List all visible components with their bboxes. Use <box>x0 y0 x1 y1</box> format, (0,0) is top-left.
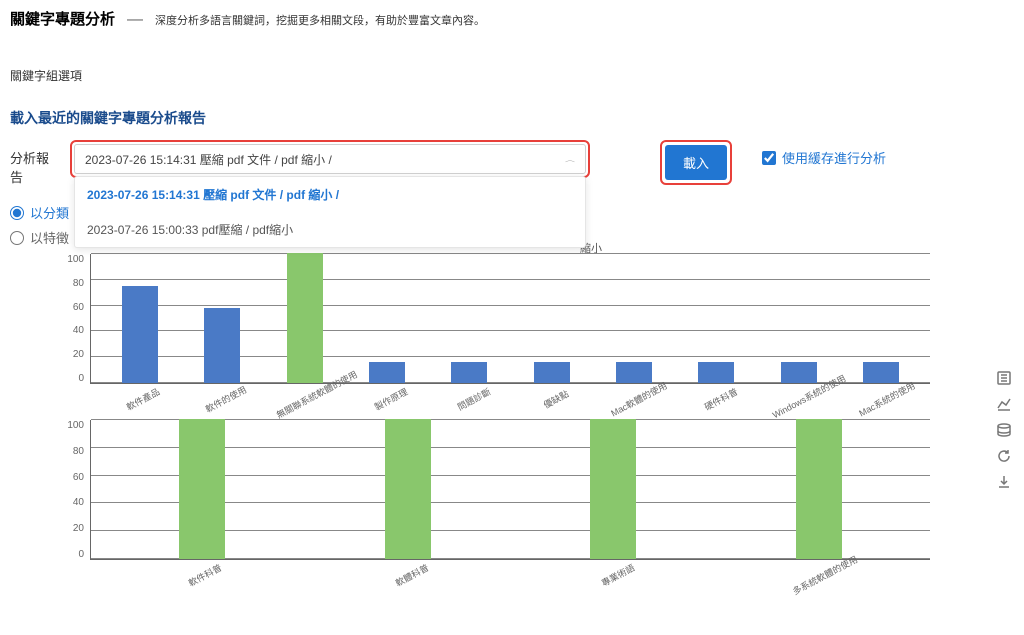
load-button[interactable]: 載入 <box>665 145 727 180</box>
bar <box>179 419 225 559</box>
dropdown-option[interactable]: 2023-07-26 15:14:31 壓縮 pdf 文件 / pdf 縮小 / <box>75 177 585 212</box>
chart1-x-labels: 軟件產品軟件的使用無關聯系統軟體的使用製作原理問題診斷優缺點Mac軟體的使用硬件… <box>60 384 930 418</box>
keyword-group-label: 關鍵字組選項 <box>0 37 1024 92</box>
category-bar-chart: 100 80 60 40 20 0 <box>60 254 930 384</box>
mode-radio-category[interactable] <box>10 206 24 220</box>
y-tick-label: 0 <box>78 373 84 384</box>
radio-label: 以分類 <box>30 203 69 222</box>
bar <box>287 253 323 383</box>
page-subtitle: 深度分析多語言關鍵詞，挖掘更多相關文段，有助於豐富文章內容。 <box>155 12 485 28</box>
mode-radio-feature[interactable] <box>10 231 24 245</box>
dropdown-menu: 2023-07-26 15:14:31 壓縮 pdf 文件 / pdf 縮小 /… <box>74 176 586 248</box>
y-tick-label: 0 <box>78 549 84 560</box>
bar <box>385 419 431 559</box>
report-dropdown[interactable]: 2023-07-26 15:14:31 壓縮 pdf 文件 / pdf 縮小 /… <box>74 144 586 174</box>
chart2-x-labels: 軟件科普軟體科普專業術語多系統軟體的使用 <box>60 560 930 594</box>
y-tick-label: 80 <box>73 278 84 289</box>
load-button-highlight: 載入 <box>660 140 732 185</box>
data-view-icon[interactable] <box>996 370 1012 386</box>
load-report-title: 載入最近的關鍵字專題分析報告 <box>0 92 1024 132</box>
cache-checkbox-wrap: 使用緩存進行分析 <box>762 140 886 167</box>
stack-chart-icon[interactable] <box>996 422 1012 438</box>
y-tick-label: 60 <box>73 472 84 483</box>
y-tick-label: 80 <box>73 446 84 457</box>
dropdown-selected-value: 2023-07-26 15:14:31 壓縮 pdf 文件 / pdf 縮小 / <box>85 151 332 168</box>
bar <box>122 286 158 384</box>
page-header: 關鍵字專題分析 — 深度分析多語言關鍵詞，挖掘更多相關文段，有助於豐富文章內容。 <box>0 0 1024 37</box>
chevron-up-icon: ︿ <box>565 155 575 164</box>
download-icon[interactable] <box>996 474 1012 490</box>
y-tick-label: 60 <box>73 302 84 313</box>
radio-label: 以特徵 <box>30 228 69 247</box>
bar <box>590 419 636 559</box>
page-title: 關鍵字專題分析 <box>10 8 115 29</box>
y-tick-label: 20 <box>73 523 84 534</box>
refresh-icon[interactable] <box>996 448 1012 464</box>
y-tick-label: 100 <box>67 254 84 265</box>
use-cache-label: 使用緩存進行分析 <box>782 148 886 167</box>
use-cache-checkbox[interactable] <box>762 151 776 165</box>
line-chart-icon[interactable] <box>996 396 1012 412</box>
chart2-area: 100 80 60 40 20 0 軟件科普軟體科普專業術語多系統軟體的使用 <box>60 420 930 594</box>
bar <box>796 419 842 559</box>
dropdown-option[interactable]: 2023-07-26 15:00:33 pdf壓縮 / pdf縮小 <box>75 212 585 247</box>
report-dropdown-highlight: 2023-07-26 15:14:31 壓縮 pdf 文件 / pdf 縮小 /… <box>70 140 590 178</box>
title-dash: — <box>127 11 143 29</box>
chart1-area: 100 80 60 40 20 0 軟件產品軟件的使用無關聯系統軟體的使用製作原理問題診斷… <box>60 254 930 418</box>
y-tick-label: 40 <box>73 325 84 336</box>
chart-toolbar <box>996 370 1012 490</box>
y-tick-label: 40 <box>73 497 84 508</box>
dropdown-label: 分析報告 <box>10 140 60 186</box>
y-tick-label: 20 <box>73 349 84 360</box>
bar <box>204 308 240 383</box>
y-tick-label: 100 <box>67 420 84 431</box>
controls-row: 分析報告 2023-07-26 15:14:31 壓縮 pdf 文件 / pdf… <box>0 132 1024 194</box>
